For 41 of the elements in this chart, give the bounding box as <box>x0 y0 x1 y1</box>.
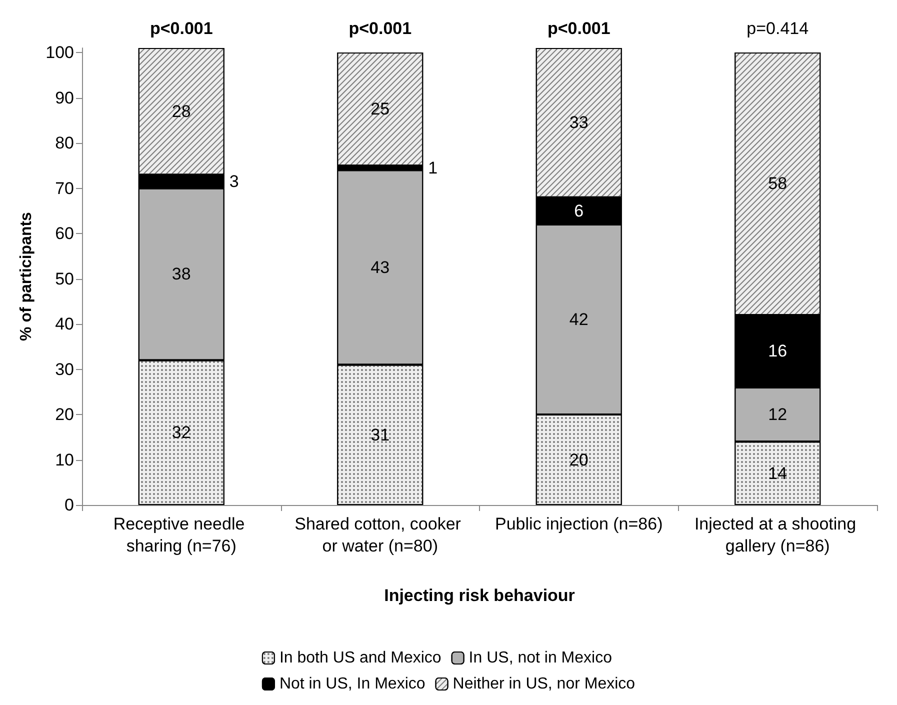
legend-label: Neither in US, nor Mexico <box>452 676 636 692</box>
data-label: 38 <box>172 264 191 284</box>
x-tick-label: Shared cotton, cooker or water (n=80) <box>294 514 466 556</box>
data-label: 42 <box>569 310 588 329</box>
data-label: 3 <box>229 172 239 191</box>
annotation: p<0.001 <box>547 19 610 38</box>
data-label: 12 <box>768 405 788 424</box>
x-tick-label: Injected at a shooting gallery (n=86) <box>694 514 861 556</box>
data-label: 25 <box>370 100 390 119</box>
y-tick-label: 80 <box>55 134 74 153</box>
legend-label: Not in US, In Mexico <box>279 676 426 692</box>
y-tick-label: 40 <box>55 314 74 334</box>
data-label: 31 <box>370 425 390 444</box>
y-tick-label: 90 <box>55 88 74 108</box>
data-label: 28 <box>172 102 191 121</box>
data-label: 32 <box>172 423 191 442</box>
data-label: 6 <box>574 201 584 220</box>
data-label: 14 <box>768 464 788 483</box>
data-label: 1 <box>428 158 438 178</box>
data-label: 43 <box>370 258 390 277</box>
data-label: 58 <box>768 174 788 194</box>
y-axis-title: % of participants <box>18 212 36 341</box>
y-tick-label: 60 <box>55 224 74 244</box>
annotation: p=0.414 <box>746 19 809 38</box>
y-tick-label: 50 <box>55 269 74 288</box>
y-tick-label: 0 <box>64 496 74 514</box>
x-axis-title: Injecting risk behaviour <box>384 586 576 605</box>
y-tick-label: 100 <box>46 43 74 62</box>
data-label: 33 <box>569 113 588 132</box>
legend-label: In US, not in Mexico <box>468 650 612 666</box>
y-tick-label: 10 <box>55 450 74 470</box>
data-label: 20 <box>569 450 588 470</box>
annotation: p<0.001 <box>150 19 213 38</box>
data-label: 16 <box>768 342 788 361</box>
legend-label: In both US and Mexico <box>279 650 442 666</box>
y-tick-label: 70 <box>55 178 74 198</box>
annotation: p<0.001 <box>348 19 412 38</box>
y-tick-label: 20 <box>55 405 74 424</box>
y-tick-label: 30 <box>55 360 74 379</box>
x-tick-label: Public injection (n=86) <box>495 514 663 534</box>
x-tick-label: Receptive needle sharing (n=76) <box>113 514 250 556</box>
